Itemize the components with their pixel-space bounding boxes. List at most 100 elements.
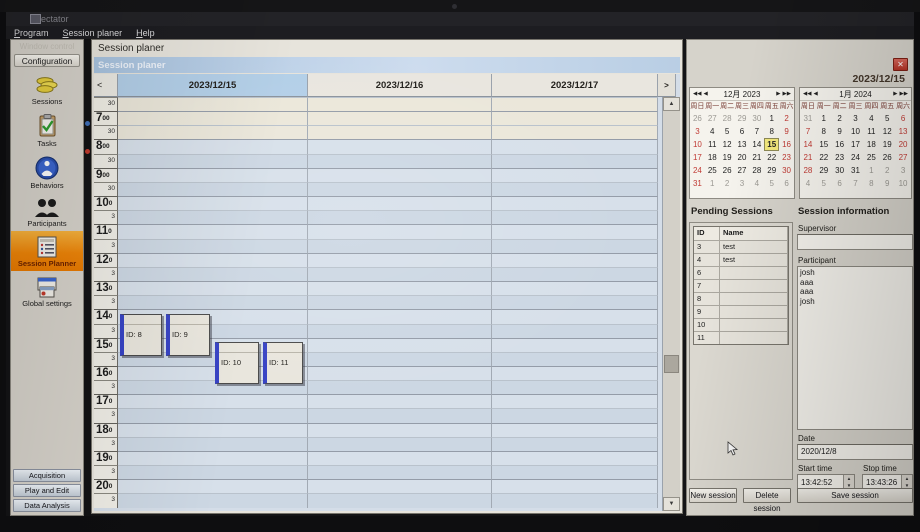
grid-cell[interactable]: [118, 224, 308, 239]
grid-cell[interactable]: [492, 337, 658, 352]
grid-cell[interactable]: [308, 479, 492, 494]
calendar-day[interactable]: 17: [692, 153, 702, 162]
pending-table-row[interactable]: 4 test: [694, 253, 788, 266]
grid-cell[interactable]: [118, 196, 308, 211]
calendar-day[interactable]: 12: [882, 127, 892, 136]
grid-cell[interactable]: [308, 281, 492, 296]
close-icon[interactable]: ✕: [893, 58, 908, 71]
grid-cell[interactable]: [492, 196, 658, 211]
grid-cell[interactable]: [308, 97, 492, 112]
grid-cell[interactable]: [492, 351, 658, 366]
grid-cell[interactable]: [492, 125, 658, 140]
grid-cell[interactable]: [118, 436, 308, 451]
calendar-day[interactable]: 1: [769, 114, 774, 123]
day-column-header[interactable]: 2023/12/15: [118, 74, 308, 97]
grid-cell[interactable]: [492, 365, 658, 381]
calendar-next-year-icon[interactable]: ▶▶: [899, 91, 908, 97]
grid-cell[interactable]: [492, 281, 658, 296]
calendar-day[interactable]: 24: [692, 166, 702, 175]
calendar-day[interactable]: 8: [869, 179, 874, 188]
grid-cell[interactable]: [308, 295, 492, 310]
grid-cell[interactable]: [308, 422, 492, 437]
calendar-day[interactable]: 28: [722, 114, 732, 123]
calendar-day[interactable]: 23: [782, 153, 792, 162]
calendar-day[interactable]: 9: [837, 127, 842, 136]
grid-cell[interactable]: [308, 323, 492, 338]
grid-cell[interactable]: [118, 266, 308, 282]
calendar-day[interactable]: 21: [752, 153, 762, 162]
grid-cell[interactable]: [118, 139, 308, 154]
calendar-prev-month-icon[interactable]: ◀: [703, 91, 708, 97]
calendar-day[interactable]: 6: [837, 179, 842, 188]
grid-cell[interactable]: [492, 295, 658, 310]
grid-cell[interactable]: [492, 309, 658, 324]
grid-cell[interactable]: [118, 295, 308, 310]
participant-item[interactable]: josh: [800, 296, 815, 306]
grid-cell[interactable]: [118, 351, 308, 366]
calendar-day[interactable]: 26: [692, 114, 702, 123]
calendar-day[interactable]: 18: [866, 140, 876, 149]
pending-table-row[interactable]: 6: [694, 266, 788, 279]
calendar-day[interactable]: 2: [837, 114, 842, 123]
calendar-day[interactable]: 7: [754, 127, 760, 136]
grid-cell[interactable]: [308, 351, 492, 366]
calendar-day[interactable]: 28: [803, 166, 813, 175]
grid-cell[interactable]: [308, 365, 492, 381]
grid-cell[interactable]: [118, 252, 308, 267]
session-block[interactable]: ID: 9: [166, 314, 210, 356]
calendar-day[interactable]: 3: [695, 127, 700, 136]
pending-table-row[interactable]: 11: [694, 331, 788, 344]
grid-cell[interactable]: [118, 479, 308, 494]
grid-cell[interactable]: [308, 394, 492, 409]
mode-button-data-analysis[interactable]: Data Analysis: [13, 499, 81, 512]
calendar-day[interactable]: 2: [724, 179, 730, 188]
grid-cell[interactable]: [308, 181, 492, 197]
calendar-day[interactable]: 15: [764, 138, 780, 151]
grid-cell[interactable]: [118, 465, 308, 480]
calendar-day[interactable]: 17: [851, 140, 860, 149]
calendar-day[interactable]: 5: [821, 179, 826, 188]
calendar-day[interactable]: 2: [784, 114, 789, 123]
grid-cell[interactable]: [118, 153, 308, 168]
grid-cell[interactable]: [308, 196, 492, 211]
calendar-prev-year-icon[interactable]: ◀◀: [693, 91, 702, 97]
calendar-day[interactable]: 16: [782, 140, 792, 149]
session-block[interactable]: ID: 8: [120, 314, 162, 356]
scroll-thumb[interactable]: [664, 355, 679, 373]
grid-cell[interactable]: [492, 266, 658, 282]
sidebar-item-session-planner[interactable]: Session Planner: [11, 231, 83, 271]
calendar-day[interactable]: 27: [737, 166, 747, 175]
mode-button-play-and-edit[interactable]: Play and Edit: [13, 484, 81, 497]
participant-listbox[interactable]: josh aaa aaa josh: [797, 266, 913, 430]
scheduler-prev-button[interactable]: <: [94, 74, 118, 97]
grid-cell[interactable]: [118, 309, 308, 324]
participant-item[interactable]: josh: [800, 268, 815, 277]
grid-cell[interactable]: [492, 450, 658, 466]
calendar-day[interactable]: 30: [782, 166, 792, 175]
grid-cell[interactable]: [308, 450, 492, 466]
grid-cell[interactable]: [308, 380, 492, 395]
calendar-day[interactable]: 31: [692, 179, 702, 188]
grid-cell[interactable]: [492, 493, 658, 508]
pending-table-row[interactable]: 10: [694, 318, 788, 331]
supervisor-input[interactable]: [797, 234, 913, 250]
calendar-day[interactable]: 12: [722, 140, 732, 149]
menu-item-help[interactable]: Help: [136, 27, 155, 38]
grid-cell[interactable]: [308, 266, 492, 282]
grid-cell[interactable]: [492, 436, 658, 451]
calendar-day[interactable]: 3: [853, 114, 858, 123]
pending-table-row[interactable]: 7: [694, 279, 788, 292]
calendar-next-month-icon[interactable]: ▶: [776, 91, 781, 97]
calendar-day[interactable]: 4: [754, 179, 760, 188]
grid-cell[interactable]: [492, 111, 658, 126]
calendar-day[interactable]: 13: [898, 127, 908, 136]
calendar-day[interactable]: 29: [819, 166, 829, 175]
calendar-day[interactable]: 30: [752, 114, 762, 123]
grid-cell[interactable]: [118, 167, 308, 182]
calendar-day[interactable]: 13: [737, 140, 747, 149]
grid-cell[interactable]: [118, 408, 308, 423]
calendar-day[interactable]: 10: [898, 179, 908, 188]
calendar-day[interactable]: 11: [867, 127, 876, 136]
calendar-day[interactable]: 6: [900, 114, 906, 123]
date-input[interactable]: 2020/12/8: [797, 444, 913, 460]
